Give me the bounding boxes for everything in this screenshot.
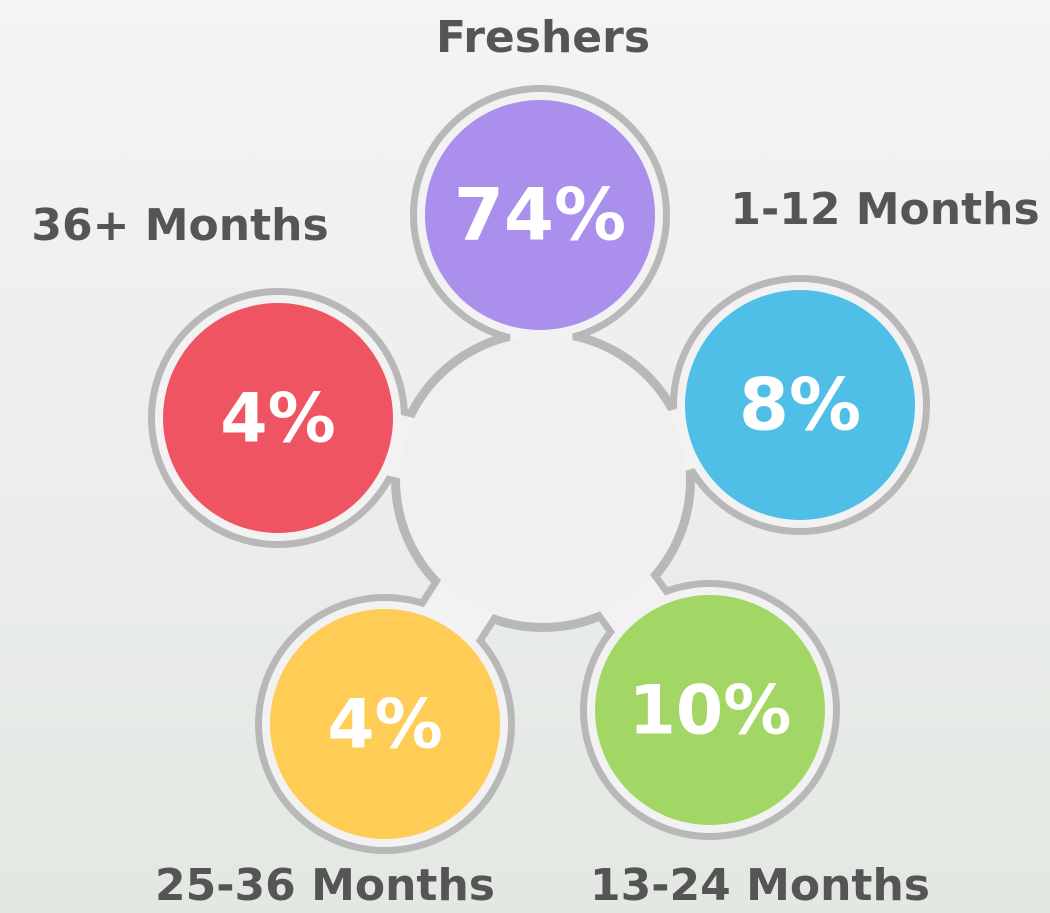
petal-circle <box>163 303 393 533</box>
petal-value: 4% <box>220 380 335 459</box>
petal-circle <box>595 595 825 825</box>
petal-value: 10% <box>629 672 792 751</box>
petal-label: 36+ Months <box>31 200 328 251</box>
petal-value: 74% <box>454 173 626 257</box>
petal-label: 1-12 Months <box>730 184 1039 235</box>
petals: 74% Freshers 8% 1-12 Months 10% 13-24 Months 4… <box>31 12 1039 911</box>
petal-label: 13-24 Months <box>590 860 930 911</box>
petal-circle <box>425 100 655 330</box>
petal-label: 25-36 Months <box>155 860 495 911</box>
center-circle <box>400 337 686 623</box>
petal-circle <box>685 290 915 520</box>
petal-circle <box>270 609 500 839</box>
petal-value: 4% <box>327 686 442 765</box>
petal-label: Freshers <box>436 12 650 63</box>
petal-value: 8% <box>739 363 861 447</box>
